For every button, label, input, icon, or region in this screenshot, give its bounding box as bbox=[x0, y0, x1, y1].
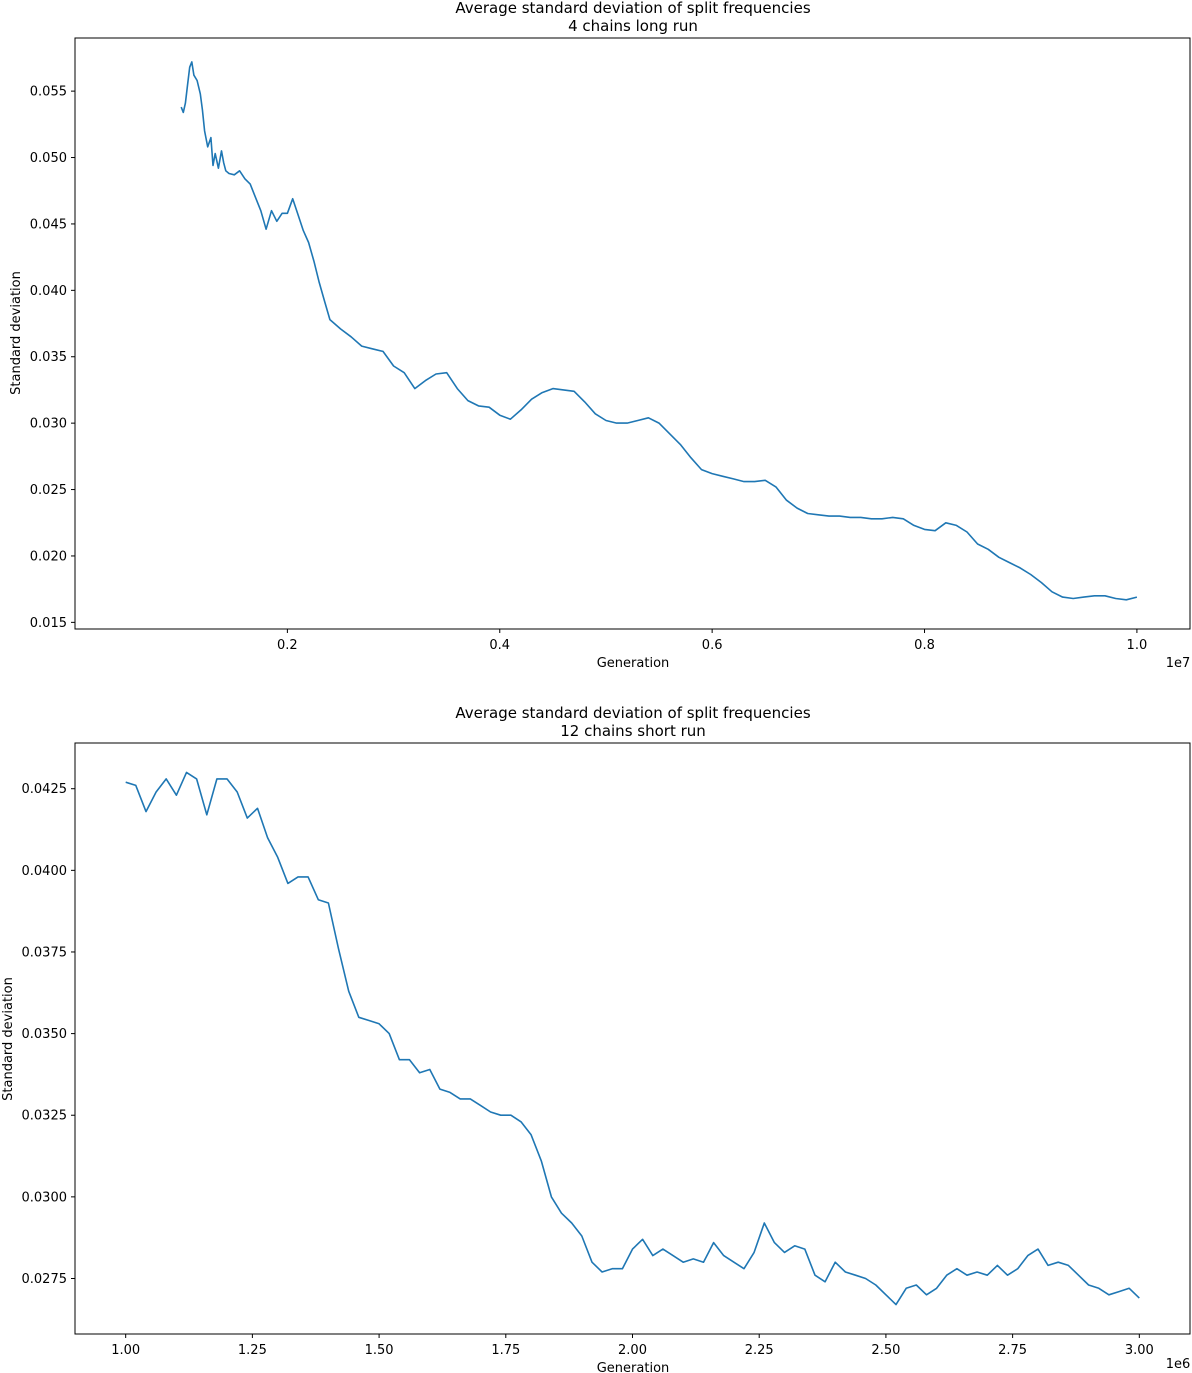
x-offset-label: 1e7 bbox=[1166, 656, 1191, 671]
x-tick-label: 0.8 bbox=[914, 638, 935, 653]
x-ticks: 0.2 0.4 0.6 0.8 1.0 bbox=[277, 629, 1147, 653]
series-line bbox=[180, 61, 1138, 601]
x-axis-label: Generation bbox=[597, 1361, 670, 1373]
x-tick-label: 2.00 bbox=[618, 1343, 647, 1358]
y-tick-label: 0.0275 bbox=[22, 1272, 68, 1287]
y-tick-label: 0.0425 bbox=[22, 782, 68, 797]
y-tick-label: 0.0350 bbox=[22, 1027, 68, 1042]
y-tick-label: 0.020 bbox=[30, 549, 67, 564]
y-axis-label: Standard deviation bbox=[1, 977, 16, 1101]
x-tick-label: 2.50 bbox=[871, 1343, 900, 1358]
y-tick-label: 0.0400 bbox=[22, 864, 68, 879]
y-tick-label: 0.035 bbox=[30, 350, 67, 365]
x-offset-label: 1e6 bbox=[1166, 1357, 1191, 1372]
y-tick-label: 0.0375 bbox=[22, 945, 68, 960]
y-tick-label: 0.050 bbox=[30, 151, 67, 166]
y-ticks: 0.0275 0.0300 0.0325 0.0350 0.0375 0.0400 0.04… bbox=[22, 782, 75, 1287]
x-tick-label: 1.00 bbox=[111, 1343, 140, 1358]
y-ticks: 0.015 0.020 0.025 0.030 0.035 0.040 0.045 0.050… bbox=[30, 85, 75, 631]
x-tick-label: 0.4 bbox=[489, 638, 510, 653]
x-ticks: 1.00 1.25 1.50 1.75 2.00 2.25 2.50 2.75 3.00 bbox=[111, 1334, 1154, 1358]
chart-subtitle: 4 chains long run bbox=[568, 17, 698, 35]
x-tick-label: 1.75 bbox=[491, 1343, 520, 1358]
y-tick-label: 0.0325 bbox=[22, 1109, 68, 1124]
plot-frame bbox=[74, 37, 1191, 630]
y-tick-label: 0.0300 bbox=[22, 1190, 68, 1205]
x-tick-label: 2.75 bbox=[998, 1343, 1027, 1358]
chart-short-run: Average standard deviation of split freq… bbox=[1, 704, 1191, 1373]
y-tick-label: 0.055 bbox=[30, 85, 67, 100]
x-tick-label: 3.00 bbox=[1125, 1343, 1154, 1358]
series-line bbox=[125, 771, 1140, 1306]
chart-title: Average standard deviation of split freq… bbox=[455, 704, 810, 722]
x-tick-label: 1.0 bbox=[1127, 638, 1148, 653]
x-axis-label: Generation bbox=[597, 656, 670, 671]
x-tick-label: 1.50 bbox=[365, 1343, 394, 1358]
y-axis-label: Standard deviation bbox=[9, 271, 24, 395]
chart-subtitle: 12 chains short run bbox=[560, 722, 706, 740]
x-tick-label: 1.25 bbox=[238, 1343, 267, 1358]
plot-frame bbox=[74, 742, 1191, 1335]
chart-long-run: Average standard deviation of split freq… bbox=[9, 0, 1191, 671]
y-tick-label: 0.030 bbox=[30, 417, 67, 432]
y-tick-label: 0.045 bbox=[30, 217, 67, 232]
x-tick-label: 0.2 bbox=[277, 638, 298, 653]
y-tick-label: 0.025 bbox=[30, 483, 67, 498]
chart-title: Average standard deviation of split freq… bbox=[455, 0, 810, 17]
x-tick-label: 0.6 bbox=[702, 638, 723, 653]
y-tick-label: 0.040 bbox=[30, 284, 67, 299]
x-tick-label: 2.25 bbox=[745, 1343, 774, 1358]
y-tick-label: 0.015 bbox=[30, 616, 67, 631]
